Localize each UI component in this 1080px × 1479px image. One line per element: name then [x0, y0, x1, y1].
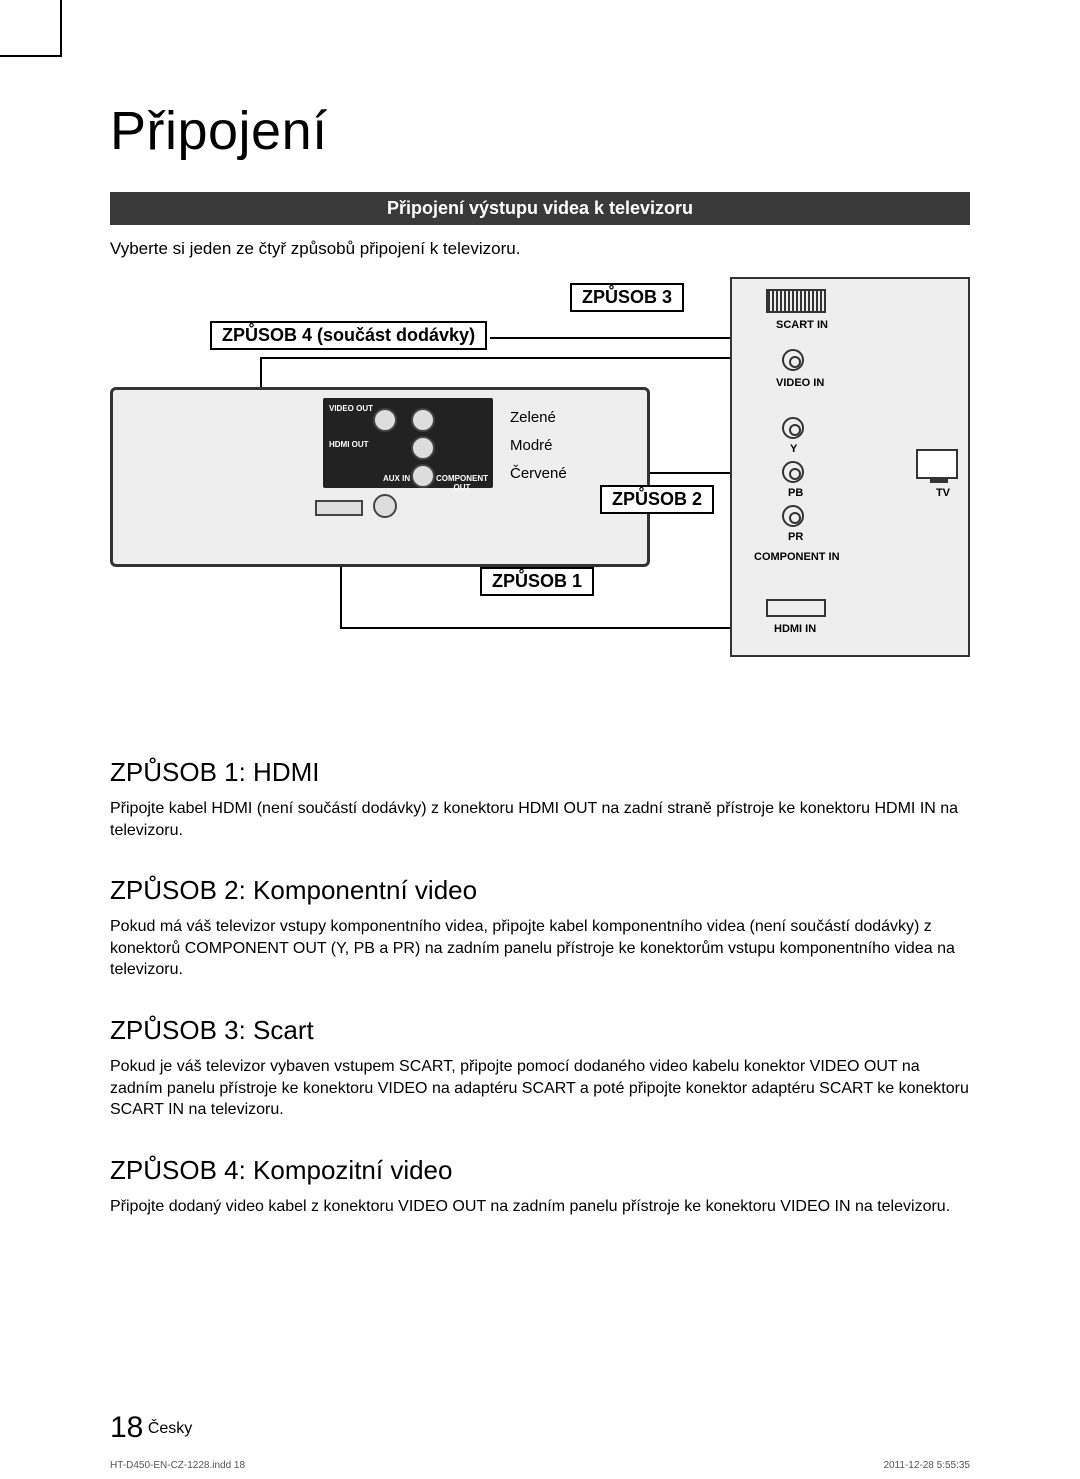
- label-video-in: VIDEO IN: [776, 377, 824, 389]
- page-language: Česky: [148, 1420, 192, 1437]
- wire: [340, 567, 342, 627]
- diagram-label-method1: ZPŮSOB 1: [480, 567, 594, 596]
- port-y: [411, 408, 435, 432]
- label-pr: PR: [788, 531, 803, 543]
- label-red: Červené: [510, 465, 567, 482]
- y-jack: [782, 417, 804, 444]
- page-footer: 18 Česky: [110, 1411, 970, 1445]
- label-blue: Modré: [510, 437, 553, 454]
- port-label-aux-in: AUX IN: [383, 474, 410, 483]
- method4-body: Připojte dodaný video kabel z konektoru …: [110, 1196, 970, 1218]
- page-content: Připojení Připojení výstupu videa k tele…: [0, 0, 1080, 1247]
- label-y: Y: [790, 443, 797, 455]
- hdmi-in-connector: [766, 599, 826, 617]
- wire: [490, 337, 730, 339]
- connection-diagram: VIDEO OUT HDMI OUT COMPONENT OUT AUX IN …: [110, 277, 970, 697]
- pb-jack: [782, 461, 804, 488]
- port-aux: [373, 494, 397, 518]
- port-hdmi: [315, 500, 363, 516]
- crop-mark-horizontal: [0, 55, 62, 57]
- port-pr: [411, 464, 435, 488]
- indd-filename: HT-D450-EN-CZ-1228.indd 18: [110, 1460, 245, 1471]
- section-heading-bar: Připojení výstupu videa k televizoru: [110, 192, 970, 225]
- diagram-label-method4: ZPŮSOB 4 (součást dodávky): [210, 321, 487, 350]
- page-title: Připojení: [110, 100, 970, 162]
- wire: [260, 357, 730, 359]
- method2-body: Pokud má váš televizor vstupy komponentn…: [110, 916, 970, 981]
- page-number: 18: [110, 1411, 143, 1444]
- port-video-out: [373, 408, 397, 432]
- footer-meta: HT-D450-EN-CZ-1228.indd 18 2011-12-28 5:…: [110, 1460, 970, 1471]
- scart-connector: [766, 289, 826, 313]
- method3-body: Pokud je váš televizor vybaven vstupem S…: [110, 1056, 970, 1121]
- device-back-panel: VIDEO OUT HDMI OUT COMPONENT OUT AUX IN: [110, 387, 650, 567]
- label-hdmi-in: HDMI IN: [774, 623, 816, 635]
- export-timestamp: 2011-12-28 5:55:35: [883, 1460, 970, 1471]
- diagram-label-method2: ZPŮSOB 2: [600, 485, 714, 514]
- wire: [340, 627, 730, 629]
- tv-input-panel: SCART IN VIDEO IN Y PB PR COMPONENT IN H…: [730, 277, 970, 657]
- crop-mark-vertical: [60, 0, 62, 55]
- method1-heading: ZPŮSOB 1: HDMI: [110, 757, 970, 788]
- port-label-component-out: COMPONENT OUT: [431, 474, 493, 492]
- video-in-jack: [782, 349, 804, 376]
- diagram-label-method3: ZPŮSOB 3: [570, 283, 684, 312]
- tv-icon: [916, 449, 958, 479]
- wire: [650, 472, 730, 474]
- label-tv: TV: [936, 487, 950, 499]
- device-port-block: VIDEO OUT HDMI OUT COMPONENT OUT AUX IN: [323, 398, 493, 488]
- method2-heading: ZPŮSOB 2: Komponentní video: [110, 875, 970, 906]
- label-pb: PB: [788, 487, 803, 499]
- port-label-video-out: VIDEO OUT: [329, 404, 373, 413]
- pr-jack: [782, 505, 804, 532]
- port-pb: [411, 436, 435, 460]
- method1-body: Připojte kabel HDMI (není součástí dodáv…: [110, 798, 970, 841]
- label-component-in: COMPONENT IN: [754, 551, 840, 563]
- method3-heading: ZPŮSOB 3: Scart: [110, 1015, 970, 1046]
- port-label-hdmi-out: HDMI OUT: [329, 440, 369, 449]
- method4-heading: ZPŮSOB 4: Kompozitní video: [110, 1155, 970, 1186]
- label-green: Zelené: [510, 409, 556, 426]
- intro-text: Vyberte si jeden ze čtyř způsobů připoje…: [110, 239, 970, 259]
- label-scart-in: SCART IN: [776, 319, 828, 331]
